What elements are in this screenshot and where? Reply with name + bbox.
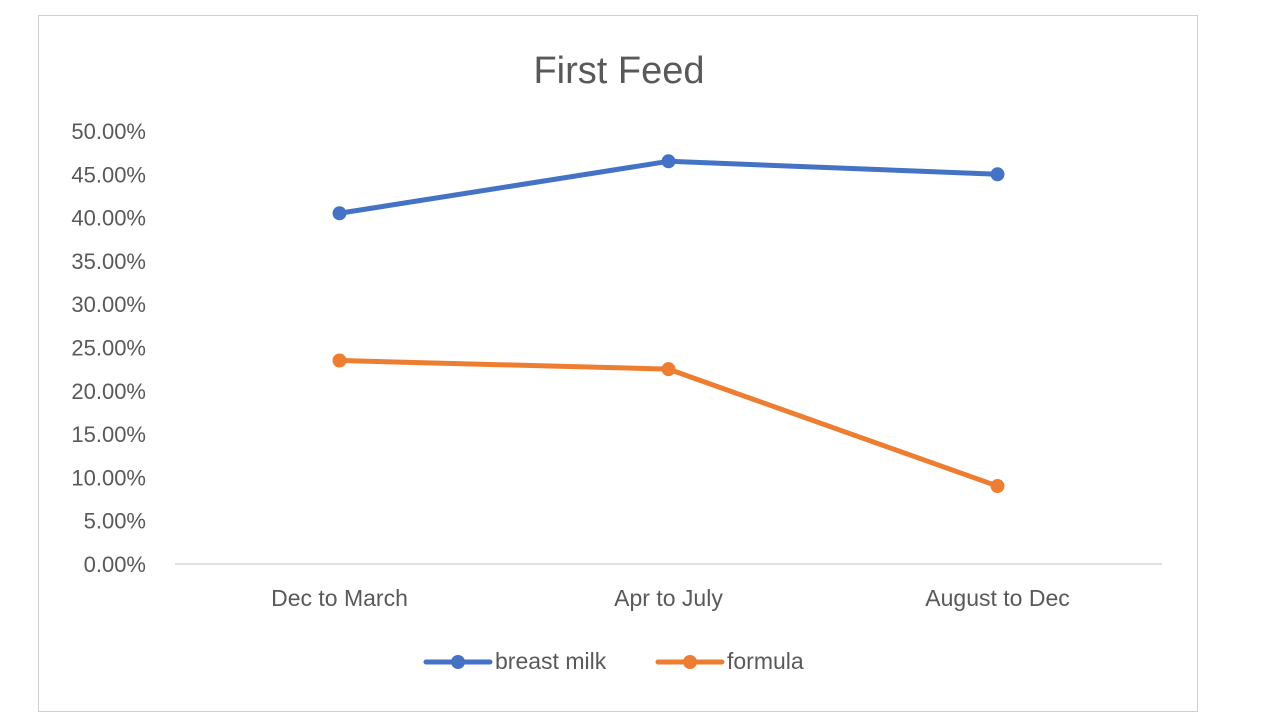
data-point — [332, 353, 347, 368]
y-tick-label: 5.00% — [84, 509, 146, 534]
y-tick-label: 25.00% — [71, 336, 146, 361]
series-layer — [332, 154, 1005, 494]
y-tick-label: 35.00% — [71, 249, 146, 274]
series-formula — [332, 353, 1005, 494]
y-axis-ticks: 0.00% 5.00% 10.00% 15.00% 20.00% 25.00% 30.00%… — [71, 119, 146, 577]
x-tick-label: August to Dec — [925, 585, 1069, 611]
data-point — [990, 167, 1005, 182]
legend-label: breast milk — [495, 648, 607, 674]
data-point — [332, 206, 347, 221]
y-tick-label: 30.00% — [71, 292, 146, 317]
series-line — [337, 158, 1000, 216]
legend-swatch-marker — [451, 655, 465, 669]
y-tick-label: 10.00% — [71, 465, 146, 490]
y-tick-label: 50.00% — [71, 119, 146, 144]
y-tick-label: 20.00% — [71, 379, 146, 404]
x-tick-label: Apr to July — [614, 585, 723, 611]
series-line — [337, 357, 1000, 489]
data-point — [990, 479, 1005, 494]
y-tick-label: 45.00% — [71, 162, 146, 187]
legend-label: formula — [727, 648, 804, 674]
legend-swatch-marker — [683, 655, 697, 669]
y-tick-label: 15.00% — [71, 422, 146, 447]
y-tick-label: 40.00% — [71, 206, 146, 231]
x-tick-label: Dec to March — [271, 585, 408, 611]
legend-item[interactable]: formula — [655, 648, 804, 674]
chart-frame — [38, 15, 1198, 712]
chart-title: First Feed — [533, 50, 704, 92]
x-axis-labels: Dec to March Apr to July August to Dec — [271, 585, 1070, 611]
series-breast-milk — [332, 154, 1005, 221]
legend[interactable]: breast milk formula — [423, 648, 804, 674]
data-point — [661, 154, 676, 169]
y-tick-label: 0.00% — [84, 552, 146, 577]
legend-item[interactable]: breast milk — [423, 648, 607, 674]
data-point — [661, 362, 676, 377]
